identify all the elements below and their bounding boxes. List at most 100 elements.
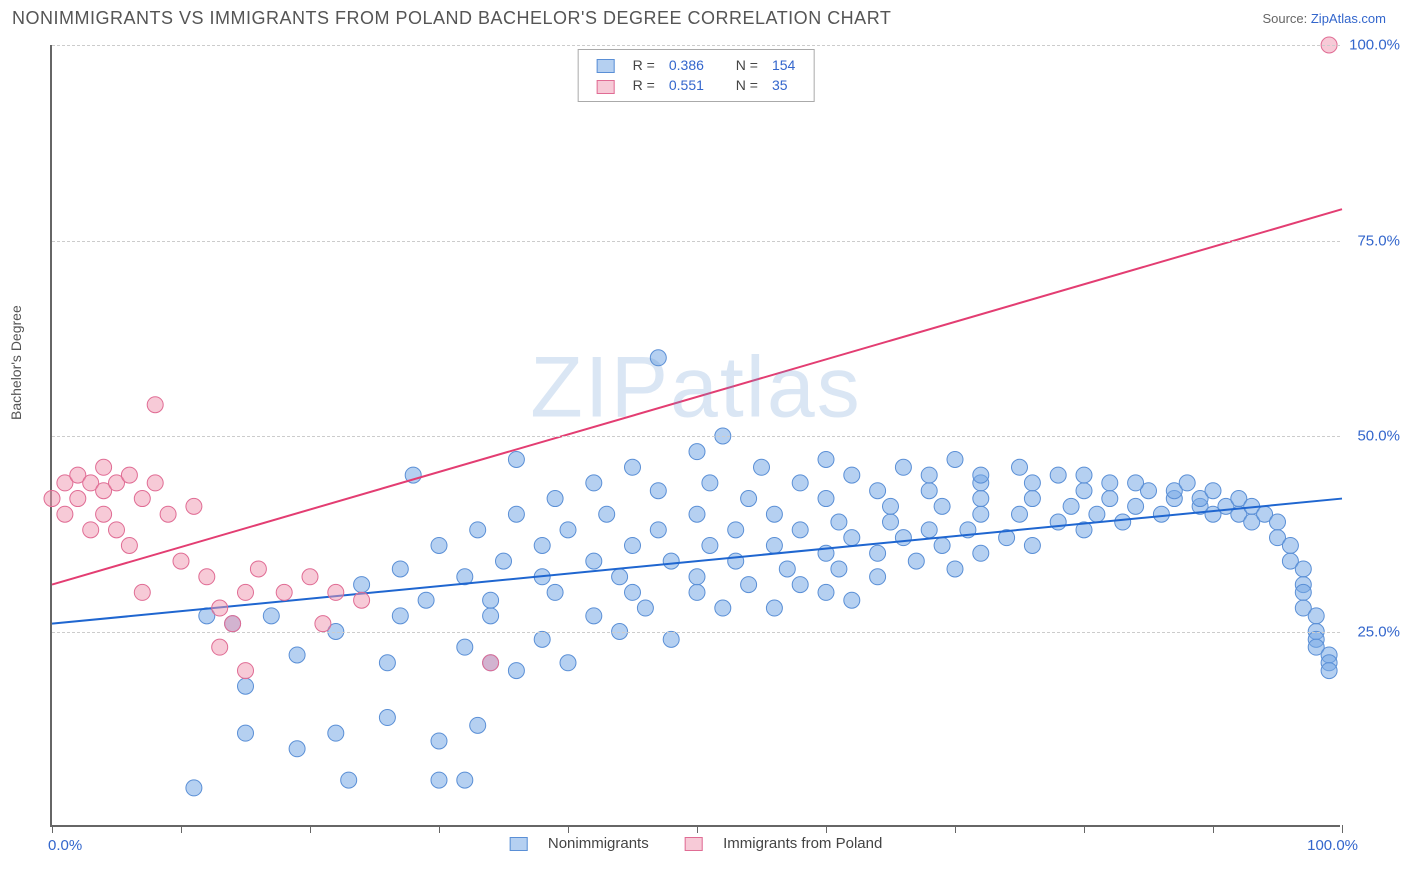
data-point [1076,483,1092,499]
data-point [844,530,860,546]
data-point [547,491,563,507]
data-point [96,506,112,522]
data-point [895,530,911,546]
data-point [508,506,524,522]
data-point [508,451,524,467]
data-point [1321,663,1337,679]
data-point [1115,514,1131,530]
data-point [302,569,318,585]
data-point [870,483,886,499]
n-value-2: 35 [766,76,801,94]
data-point [1179,475,1195,491]
data-point [431,537,447,553]
data-point [599,506,615,522]
data-point [354,592,370,608]
data-point [496,553,512,569]
data-point [212,639,228,655]
swatch-series-1-bottom [510,837,528,851]
data-point [109,522,125,538]
data-point [844,467,860,483]
data-point [650,522,666,538]
data-point [883,514,899,530]
data-point [586,475,602,491]
data-point [689,444,705,460]
x-tick-0: 0.0% [48,837,82,854]
data-point [57,506,73,522]
data-point [534,537,550,553]
data-point [586,553,602,569]
data-point [186,780,202,796]
data-point [44,491,60,507]
data-point [560,522,576,538]
data-point [702,475,718,491]
data-point [844,592,860,608]
data-point [715,600,731,616]
data-point [1295,561,1311,577]
data-point [973,467,989,483]
data-point [947,451,963,467]
data-point [702,537,718,553]
n-label: N = [730,56,764,74]
data-point [121,537,137,553]
data-point [689,569,705,585]
data-point [1128,475,1144,491]
data-point [354,577,370,593]
swatch-series-2 [597,80,615,94]
data-point [973,491,989,507]
data-point [1205,483,1221,499]
data-point [250,561,266,577]
swatch-series-2-bottom [685,837,703,851]
data-point [650,350,666,366]
data-point [263,608,279,624]
data-point [508,663,524,679]
data-point [792,577,808,593]
data-point [225,616,241,632]
data-point [818,491,834,507]
data-point [625,537,641,553]
data-point [457,639,473,655]
data-point [238,584,254,600]
data-point [238,678,254,694]
data-point [766,506,782,522]
data-point [379,710,395,726]
data-point [547,584,563,600]
data-point [70,491,86,507]
legend-row-2: R = 0.551 N = 35 [591,76,802,94]
data-point [134,584,150,600]
data-point [1102,491,1118,507]
data-point [328,725,344,741]
data-point [637,600,653,616]
data-point [870,569,886,585]
data-point [883,498,899,514]
data-point [534,631,550,647]
data-point [392,561,408,577]
data-point [483,655,499,671]
data-point [831,561,847,577]
data-point [238,725,254,741]
r-label: R = [627,56,661,74]
data-point [895,459,911,475]
source-link[interactable]: ZipAtlas.com [1311,11,1386,26]
data-point [212,600,228,616]
data-point [792,475,808,491]
scatter-plot [52,45,1340,825]
data-point [663,553,679,569]
data-point [1050,467,1066,483]
data-point [818,451,834,467]
data-point [238,663,254,679]
legend-row-1: R = 0.386 N = 154 [591,56,802,74]
r-label: R = [627,76,661,94]
data-point [728,553,744,569]
data-point [96,459,112,475]
data-point [1089,506,1105,522]
y-axis-label: Bachelor's Degree [8,305,24,420]
data-point [766,600,782,616]
data-point [1012,459,1028,475]
data-point [1295,584,1311,600]
data-point [973,545,989,561]
data-point [186,498,202,514]
n-value-1: 154 [766,56,801,74]
swatch-series-1 [597,59,615,73]
data-point [315,616,331,632]
y-tick-label: 50.0% [1357,428,1400,445]
